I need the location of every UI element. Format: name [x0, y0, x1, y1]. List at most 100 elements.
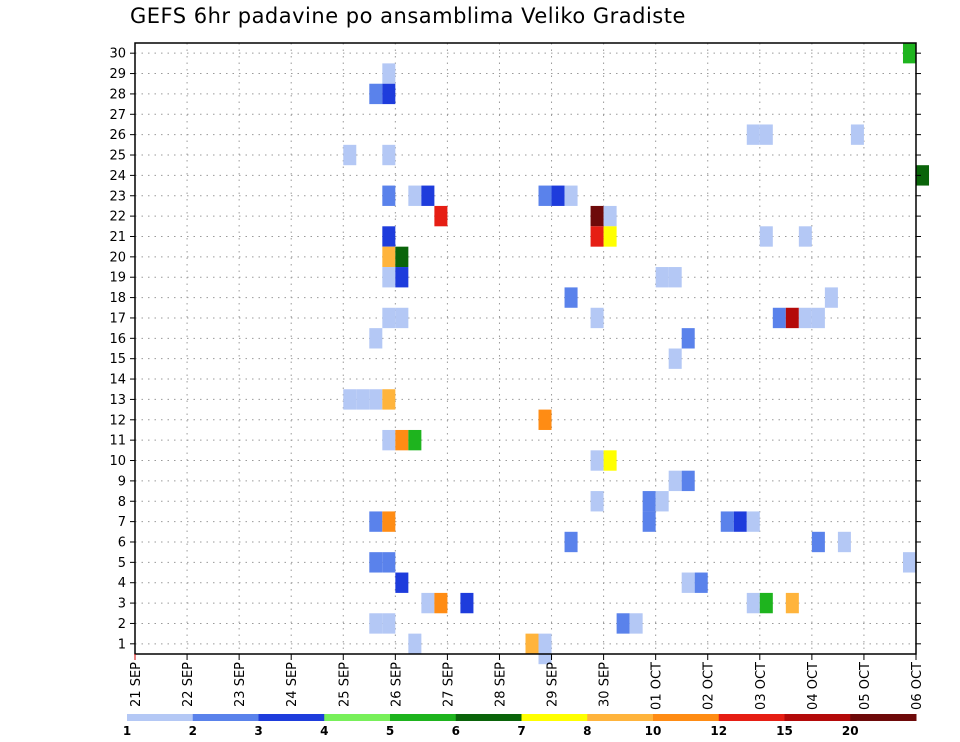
precipitation-cell: [382, 613, 396, 634]
y-tick-label: 24: [109, 169, 126, 184]
legend-swatch: [324, 714, 391, 721]
legend-swatch: [784, 714, 851, 721]
legend-swatch: [521, 714, 588, 721]
precipitation-cell: [681, 470, 695, 492]
x-tick-label: 21 SEP: [129, 662, 144, 707]
precipitation-cell: [564, 287, 578, 308]
chart-title: GEFS 6hr padavine po ansamblima Veliko G…: [130, 4, 686, 28]
grid-lines: [135, 43, 916, 654]
precipitation-cell: [916, 165, 930, 186]
precipitation-cell: [681, 572, 695, 593]
legend-label: 4: [320, 724, 328, 738]
precipitation-cell: [421, 185, 435, 206]
precipitation-cell: [369, 328, 383, 349]
precipitation-cell: [382, 246, 396, 268]
precipitation-cell: [655, 491, 669, 512]
precipitation-cell: [343, 389, 357, 410]
precipitation-cell: [369, 613, 383, 634]
y-tick-label: 9: [118, 474, 126, 489]
legend-swatch: [718, 714, 785, 721]
precipitation-cell: [382, 144, 396, 166]
precipitation-cell: [759, 592, 773, 614]
y-tick-label: 11: [109, 434, 126, 449]
x-tick-label: 24 SEP: [285, 662, 300, 707]
precipitation-cell: [538, 185, 552, 206]
precipitation-cell: [421, 592, 435, 614]
legend-label: 5: [386, 724, 394, 738]
precipitation-cell: [902, 43, 916, 64]
legend-swatch: [258, 714, 325, 721]
precipitation-cell: [395, 267, 409, 288]
y-tick-label: 14: [109, 373, 126, 388]
precipitation-cell: [603, 205, 617, 227]
legend-label: 7: [517, 724, 525, 738]
precipitation-cell: [759, 226, 773, 247]
precipitation-cell: [382, 267, 396, 288]
precipitation-cell: [798, 307, 812, 329]
precipitation-cell: [538, 409, 552, 430]
precipitation-cell: [642, 491, 656, 512]
x-tick-label: 23 SEP: [233, 662, 248, 707]
x-tick-label: 25 SEP: [337, 662, 352, 707]
y-tick-label: 10: [109, 454, 126, 469]
precipitation-cell: [759, 124, 773, 145]
precipitation-cell: [850, 124, 864, 145]
y-tick-label: 15: [109, 352, 126, 367]
y-tick-label: 25: [109, 149, 126, 164]
legend-swatch: [127, 714, 194, 721]
precipitation-cell: [382, 389, 396, 410]
precipitation-cell: [811, 307, 825, 329]
precipitation-cell: [382, 63, 396, 84]
precipitation-cell: [733, 511, 747, 532]
y-tick-label: 12: [109, 413, 126, 428]
precipitation-cell: [655, 267, 669, 288]
precipitation-cell: [603, 450, 617, 471]
legend-label: 2: [189, 724, 197, 738]
precipitation-cell: [811, 531, 825, 553]
legend-swatch: [653, 714, 720, 721]
x-tick-label: 28 SEP: [493, 662, 508, 707]
precipitation-cell: [798, 226, 812, 247]
precipitation-cell: [343, 144, 357, 166]
y-tick-label: 5: [118, 556, 126, 571]
y-tick-label: 17: [109, 311, 126, 326]
precipitation-cell: [382, 429, 396, 451]
precipitation-cell: [785, 592, 799, 614]
legend-swatch: [455, 714, 522, 721]
y-tick-label: 28: [109, 87, 126, 102]
precipitation-cell: [785, 307, 799, 329]
precipitation-cell: [668, 348, 682, 369]
y-tick-label: 19: [109, 271, 126, 286]
legend-swatch: [587, 714, 654, 721]
precipitation-cell: [668, 470, 682, 492]
precipitation-cell: [382, 552, 396, 573]
precipitation-cell: [382, 511, 396, 532]
precipitation-cell: [395, 429, 409, 451]
legend-label: 8: [583, 724, 591, 738]
legend-label: 1: [123, 724, 131, 738]
precipitation-cell: [824, 287, 838, 308]
legend-label: 20: [842, 724, 859, 738]
precipitation-cell: [382, 307, 396, 329]
precipitation-cell: [590, 491, 604, 512]
precipitation-cell: [356, 389, 370, 410]
legend-label: 15: [776, 724, 793, 738]
precipitation-cell: [902, 552, 916, 573]
plot-frame: [134, 42, 917, 655]
precipitation-cell: [590, 307, 604, 329]
precipitation-cell: [434, 592, 448, 614]
precipitation-cell: [590, 205, 604, 227]
y-tick-label: 8: [118, 495, 126, 510]
x-tick-label: 02 OCT: [702, 662, 717, 710]
legend-label: 3: [254, 724, 262, 738]
y-tick-label: 20: [109, 250, 126, 265]
x-axis: 21 SEP 22 SEP 23 SEP 24 SEP 25 SEP 26 SEP 27 S…: [129, 654, 925, 710]
y-tick-label: 21: [109, 230, 126, 245]
precipitation-cell: [382, 83, 396, 105]
legend-label: 12: [710, 724, 727, 738]
precipitation-cell: [642, 511, 656, 532]
y-tick-label: 22: [109, 210, 126, 225]
y-tick-label: 18: [109, 291, 126, 306]
precipitation-cell: [408, 633, 422, 654]
y-tick-label: 2: [118, 617, 126, 632]
